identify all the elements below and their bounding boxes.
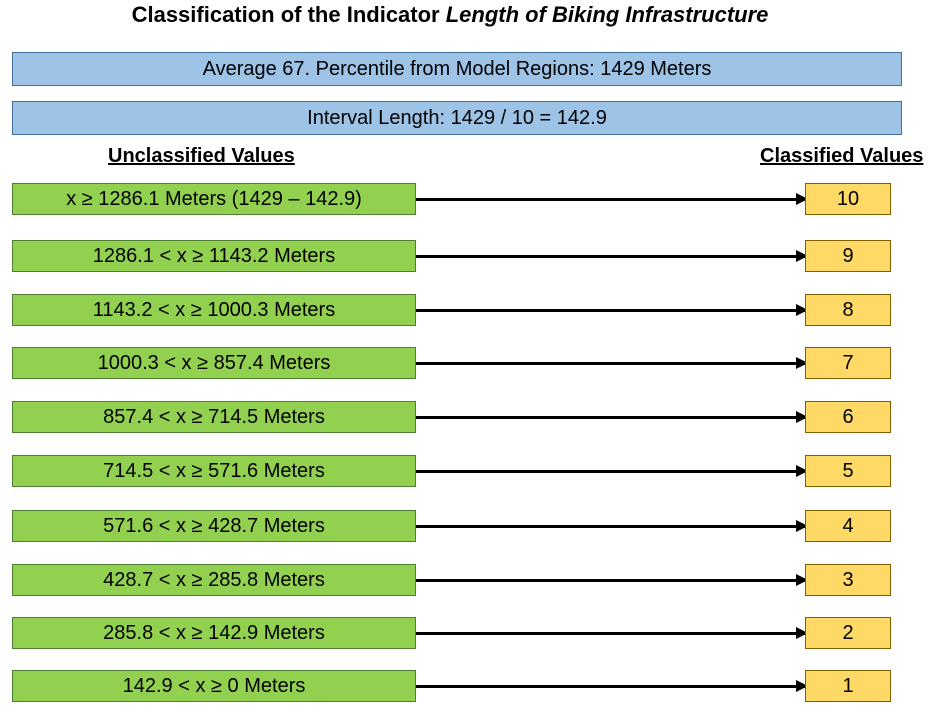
right-arrow-icon (416, 574, 808, 586)
diagram-title: Classification of the Indicator Length o… (0, 2, 900, 28)
range-box: 857.4 < x ≥ 714.5 Meters (12, 401, 416, 433)
range-box: 1286.1 < x ≥ 1143.2 Meters (12, 240, 416, 272)
right-arrow-icon (416, 627, 808, 639)
class-row: 571.6 < x ≥ 428.7 Meters 4 (0, 510, 945, 542)
class-value-box: 5 (805, 455, 891, 487)
interval-banner: Interval Length: 1429 / 10 = 142.9 (12, 101, 902, 135)
class-row: 1143.2 < x ≥ 1000.3 Meters 8 (0, 294, 945, 326)
class-value-box: 3 (805, 564, 891, 596)
right-arrow-icon (416, 520, 808, 532)
right-arrow-icon (416, 357, 808, 369)
class-row: 142.9 < x ≥ 0 Meters 1 (0, 670, 945, 702)
class-value-box: 2 (805, 617, 891, 649)
class-value-box: 6 (805, 401, 891, 433)
class-value-box: 9 (805, 240, 891, 272)
class-row: 1000.3 < x ≥ 857.4 Meters 7 (0, 347, 945, 379)
range-box: 714.5 < x ≥ 571.6 Meters (12, 455, 416, 487)
range-box: 1000.3 < x ≥ 857.4 Meters (12, 347, 416, 379)
right-arrow-icon (416, 250, 808, 262)
classified-header: Classified Values (760, 145, 924, 167)
class-value-box: 10 (805, 183, 891, 215)
class-value-box: 1 (805, 670, 891, 702)
right-arrow-icon (416, 411, 808, 423)
range-box: 428.7 < x ≥ 285.8 Meters (12, 564, 416, 596)
range-box: 285.8 < x ≥ 142.9 Meters (12, 617, 416, 649)
class-value-box: 7 (805, 347, 891, 379)
right-arrow-icon (416, 304, 808, 316)
class-row: 428.7 < x ≥ 285.8 Meters 3 (0, 564, 945, 596)
class-row: x ≥ 1286.1 Meters (1429 – 142.9) 10 (0, 183, 945, 215)
class-value-box: 8 (805, 294, 891, 326)
class-row: 714.5 < x ≥ 571.6 Meters 5 (0, 455, 945, 487)
right-arrow-icon (416, 680, 808, 692)
range-box: x ≥ 1286.1 Meters (1429 – 142.9) (12, 183, 416, 215)
class-row: 857.4 < x ≥ 714.5 Meters 6 (0, 401, 945, 433)
range-box: 571.6 < x ≥ 428.7 Meters (12, 510, 416, 542)
unclassified-header: Unclassified Values (108, 145, 295, 167)
class-value-box: 4 (805, 510, 891, 542)
range-box: 1143.2 < x ≥ 1000.3 Meters (12, 294, 416, 326)
right-arrow-icon (416, 193, 808, 205)
title-prefix: Classification of the Indicator (131, 2, 446, 27)
range-box: 142.9 < x ≥ 0 Meters (12, 670, 416, 702)
average-banner: Average 67. Percentile from Model Region… (12, 52, 902, 86)
title-indicator-name: Length of Biking Infrastructure (445, 2, 769, 27)
right-arrow-icon (416, 465, 808, 477)
class-row: 1286.1 < x ≥ 1143.2 Meters 9 (0, 240, 945, 272)
class-row: 285.8 < x ≥ 142.9 Meters 2 (0, 617, 945, 649)
